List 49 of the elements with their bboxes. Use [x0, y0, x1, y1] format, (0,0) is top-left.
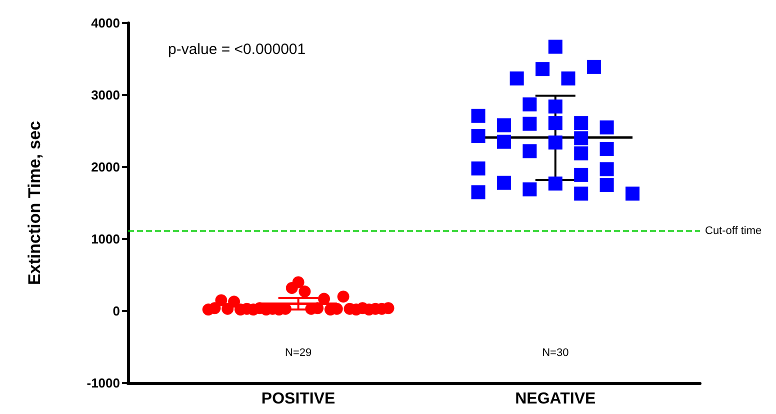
y-tick-label: 2000 — [91, 160, 120, 174]
point — [600, 162, 614, 176]
point — [574, 146, 588, 160]
point — [574, 131, 588, 146]
point — [548, 116, 562, 130]
point — [600, 178, 614, 192]
point — [536, 62, 550, 76]
point — [548, 136, 562, 150]
x-tick-label: NEGATIVE — [515, 390, 596, 408]
point — [574, 186, 588, 201]
point — [586, 60, 601, 74]
point — [228, 296, 240, 308]
point — [215, 294, 228, 306]
x-tick-label: POSITIVE — [261, 390, 336, 408]
y-tick-label: 3000 — [91, 88, 120, 102]
y-tick-label: -1000 — [86, 376, 120, 390]
y-tick-label: 1000 — [91, 232, 120, 246]
point — [471, 108, 486, 123]
point — [522, 144, 537, 158]
point — [574, 168, 588, 182]
ref-line-label: Cut-off time — [705, 225, 762, 238]
point — [561, 71, 576, 86]
point — [471, 185, 486, 200]
point — [471, 161, 486, 176]
point — [222, 302, 234, 315]
point — [548, 176, 562, 191]
y-axis-title: Extinction Time, sec — [25, 120, 44, 286]
point — [548, 40, 562, 54]
point — [600, 142, 614, 156]
point — [292, 276, 304, 288]
point — [337, 290, 350, 303]
point — [471, 129, 486, 144]
annotation: p-value = <0.000001 — [168, 41, 306, 58]
point — [510, 71, 524, 86]
point — [522, 116, 537, 131]
point — [626, 186, 640, 201]
y-tick-label: 0 — [112, 304, 120, 318]
point — [522, 97, 537, 112]
point — [496, 118, 511, 132]
point — [600, 120, 614, 134]
point — [574, 116, 588, 130]
point — [298, 286, 311, 298]
annotation: N=29 — [285, 347, 312, 359]
point — [548, 100, 562, 114]
y-tick-label: 4000 — [91, 16, 120, 30]
point — [496, 134, 511, 149]
point — [496, 176, 511, 190]
point — [522, 182, 537, 196]
annotation: N=30 — [542, 347, 569, 359]
